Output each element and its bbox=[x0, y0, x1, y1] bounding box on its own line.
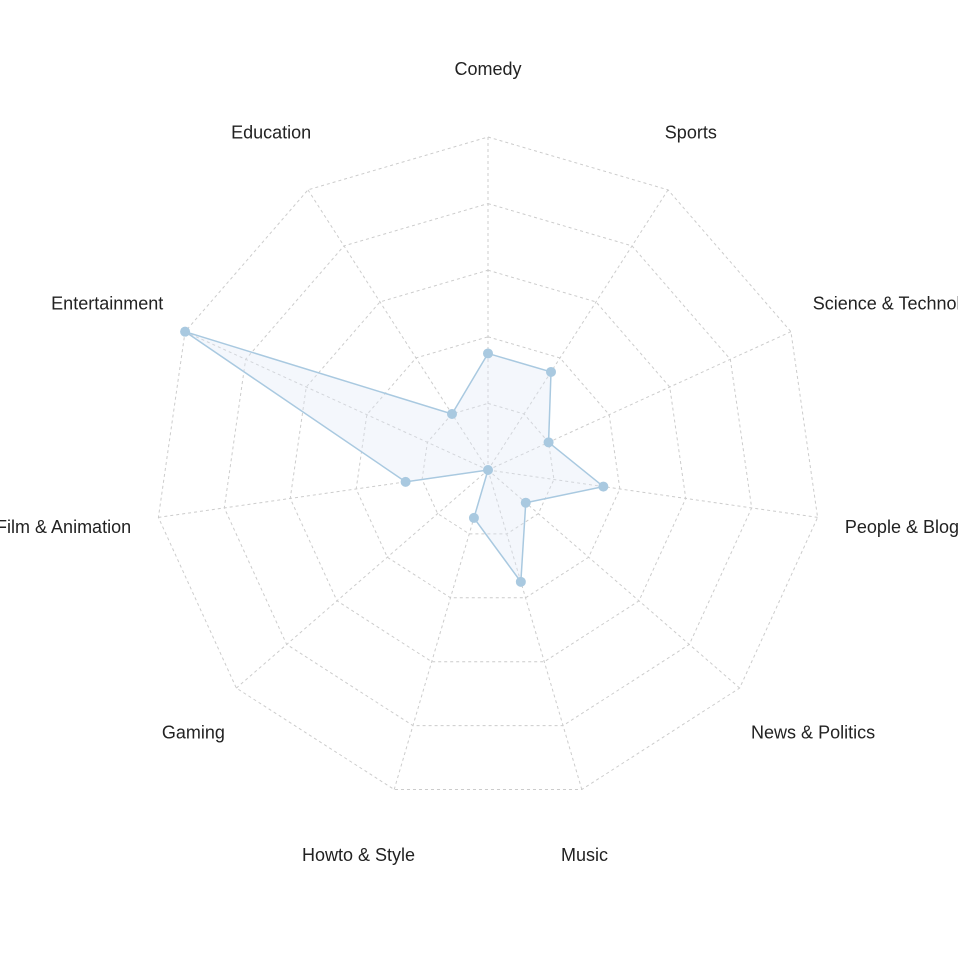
data-point bbox=[400, 476, 411, 487]
grid-spoke-2 bbox=[487, 331, 792, 471]
axis-label: Education bbox=[231, 123, 311, 143]
axis-label: Film & Animation bbox=[0, 517, 131, 537]
grid-spoke-10 bbox=[307, 189, 489, 471]
series-area bbox=[184, 330, 606, 584]
data-point bbox=[446, 408, 457, 419]
grid-ring-5 bbox=[157, 136, 819, 791]
data-point bbox=[598, 481, 609, 492]
grid-spoke-1 bbox=[487, 189, 669, 471]
axis-label: Howto & Style bbox=[302, 845, 415, 865]
grid-spoke-4 bbox=[487, 469, 740, 689]
axis-label: Comedy bbox=[454, 59, 521, 79]
radar-series bbox=[180, 326, 609, 587]
axis-label: Gaming bbox=[162, 723, 225, 743]
data-point bbox=[468, 512, 479, 523]
data-point bbox=[520, 497, 531, 508]
data-point bbox=[543, 437, 554, 448]
data-point bbox=[483, 465, 493, 475]
axis-labels: Comedy Sports Science & Technology People &… bbox=[0, 59, 958, 865]
grid-ring-4 bbox=[223, 203, 753, 727]
data-point bbox=[515, 576, 526, 587]
data-point bbox=[483, 348, 493, 359]
data-point bbox=[180, 326, 191, 337]
grid-ring-1 bbox=[421, 402, 555, 535]
axis-label: News & Politics bbox=[751, 723, 875, 743]
grid-spoke-6 bbox=[393, 469, 489, 790]
axis-label: Music bbox=[561, 845, 608, 865]
grid-ring-3 bbox=[289, 269, 687, 663]
axis-label: Sports bbox=[665, 123, 717, 143]
grid-spoke-3 bbox=[487, 469, 818, 518]
axis-label: Science & Technology bbox=[813, 293, 958, 313]
grid-spoke-9 bbox=[184, 331, 489, 471]
data-point bbox=[546, 366, 557, 377]
radar-grid bbox=[157, 136, 819, 791]
axis-label: People & Blogs bbox=[845, 517, 958, 537]
grid-spoke-7 bbox=[236, 469, 489, 689]
grid-spoke-5 bbox=[487, 469, 583, 790]
axis-label: Entertainment bbox=[51, 293, 163, 313]
